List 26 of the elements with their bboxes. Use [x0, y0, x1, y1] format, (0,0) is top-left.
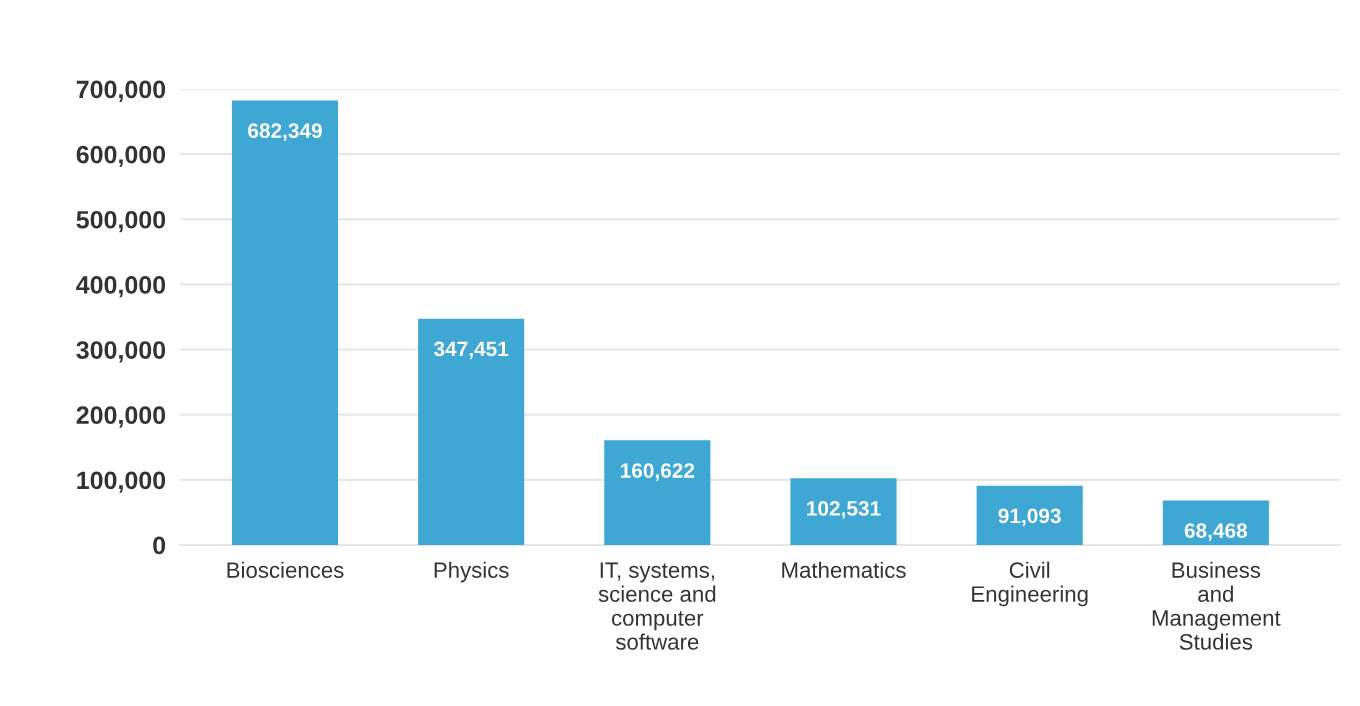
- bar: [604, 440, 711, 545]
- x-tick-label: IT, systems, science and computer software: [598, 562, 716, 650]
- x-tick-label: Physics: [434, 561, 509, 583]
- bar: [976, 485, 1083, 545]
- bar: [418, 318, 525, 545]
- y-tick-label: 500,000: [76, 210, 166, 233]
- y-tick-label: 100,000: [77, 471, 166, 493]
- y-tick-label: 600,000: [76, 145, 166, 168]
- y-tick-label: 400,000: [76, 276, 166, 298]
- data-label: 68,468: [1184, 523, 1248, 541]
- y-tick-label: 700,000: [76, 80, 166, 102]
- data-label: 347,451: [433, 341, 509, 360]
- y-tick-label: 0: [153, 536, 166, 555]
- x-tick-label: Civil Engineering: [972, 561, 1088, 607]
- data-label: 91,093: [998, 508, 1061, 527]
- data-label: 682,349: [248, 123, 322, 142]
- y-tick-label: 300,000: [76, 341, 166, 363]
- x-tick-label: Biosciences: [227, 561, 344, 578]
- x-tick-label: Mathematics: [782, 561, 906, 578]
- y-tick-label: 200,000: [76, 406, 166, 428]
- data-label: 160,622: [620, 463, 695, 481]
- bar: [790, 478, 897, 545]
- x-tick-label: Business and Management Studies: [1152, 561, 1281, 650]
- bar: [231, 100, 339, 545]
- bar: [1162, 500, 1269, 545]
- data-label: 102,531: [807, 501, 881, 519]
